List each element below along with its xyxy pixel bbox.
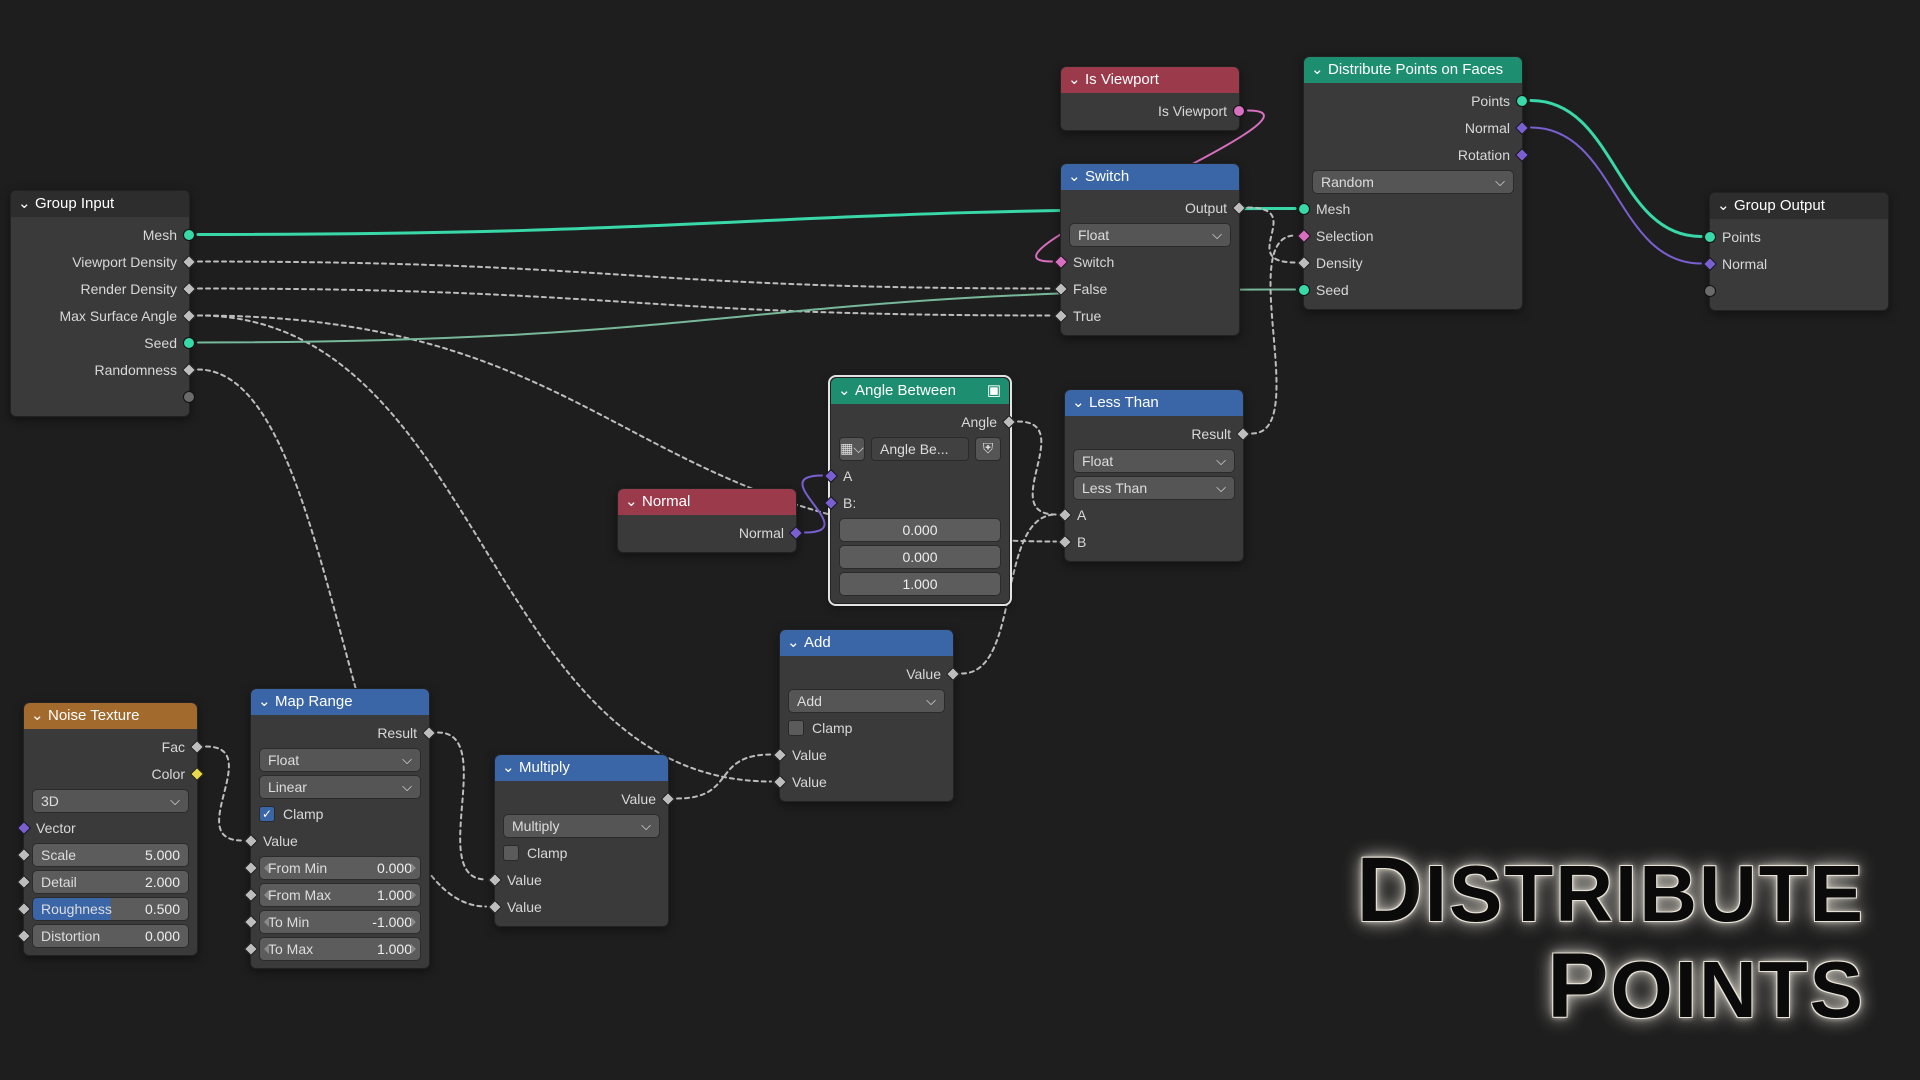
node-angle-between[interactable]: Angle Between ▣ Angle ▦⌵ Angle Be... ⛨ A…: [830, 377, 1010, 604]
operation-dropdown[interactable]: Add: [788, 689, 945, 713]
input-value-2[interactable]: Value: [788, 768, 945, 795]
input-vector[interactable]: Vector: [32, 814, 189, 841]
output-seed[interactable]: Seed: [19, 329, 181, 356]
node-header[interactable]: Is Viewport: [1061, 67, 1239, 93]
node-less-than[interactable]: Less Than Result Float Less Than A B: [1064, 389, 1244, 562]
type-dropdown[interactable]: Float: [1073, 449, 1235, 473]
output-rotation[interactable]: Rotation: [1312, 141, 1514, 168]
node-header[interactable]: Multiply: [495, 755, 668, 781]
b-x-field[interactable]: 0.000: [839, 518, 1001, 542]
overlay-title: DISTRIBUTE POINTS: [1356, 842, 1865, 1035]
input-points[interactable]: Points: [1718, 223, 1880, 250]
output-normal[interactable]: Normal: [626, 519, 788, 546]
output-result[interactable]: Result: [259, 719, 421, 746]
output-is-viewport[interactable]: Is Viewport: [1069, 97, 1231, 124]
output-color[interactable]: Color: [32, 760, 189, 787]
input-scale[interactable]: Scale5.000: [32, 841, 189, 868]
input-true[interactable]: True: [1069, 302, 1231, 329]
shield-icon[interactable]: ⛨: [975, 437, 1001, 461]
mode-dropdown[interactable]: Random: [1312, 170, 1514, 194]
input-a[interactable]: A: [1073, 501, 1235, 528]
node-group-input[interactable]: Group Input Mesh Viewport Density Render…: [10, 190, 190, 417]
node-switch[interactable]: Switch Output Float Switch False True: [1060, 163, 1240, 336]
input-roughness[interactable]: Roughness0.500: [32, 895, 189, 922]
node-header[interactable]: Distribute Points on Faces: [1304, 57, 1522, 83]
input-a[interactable]: A: [839, 462, 1001, 489]
node-header[interactable]: Switch: [1061, 164, 1239, 190]
input-false[interactable]: False: [1069, 275, 1231, 302]
node-header[interactable]: Noise Texture: [24, 703, 197, 729]
node-header[interactable]: Normal: [618, 489, 796, 515]
input-mesh[interactable]: Mesh: [1312, 195, 1514, 222]
b-y-field[interactable]: 0.000: [839, 545, 1001, 569]
output-viewport-density[interactable]: Viewport Density: [19, 248, 181, 275]
clamp-checkbox[interactable]: Clamp: [788, 716, 852, 740]
type-dropdown[interactable]: Float: [1069, 223, 1231, 247]
output-value[interactable]: Value: [788, 660, 945, 687]
node-map-range[interactable]: Map Range Result Float Linear ✓Clamp Val…: [250, 688, 430, 969]
input-to-max[interactable]: To Max1.000: [259, 935, 421, 962]
operation-dropdown[interactable]: Multiply: [503, 814, 660, 838]
node-distribute-points-on-faces[interactable]: Distribute Points on Faces Points Normal…: [1303, 56, 1523, 310]
input-detail[interactable]: Detail2.000: [32, 868, 189, 895]
node-group-output[interactable]: Group Output Points Normal: [1709, 192, 1889, 311]
interp-dropdown[interactable]: Linear: [259, 775, 421, 799]
group-nodegroup-icon[interactable]: ▦⌵: [839, 437, 865, 461]
output-virtual[interactable]: [19, 383, 181, 410]
node-add[interactable]: Add Value Add Clamp Value Value: [779, 629, 954, 802]
output-points[interactable]: Points: [1312, 87, 1514, 114]
output-fac[interactable]: Fac: [32, 733, 189, 760]
output-max-surface-angle[interactable]: Max Surface Angle: [19, 302, 181, 329]
input-distortion[interactable]: Distortion0.000: [32, 922, 189, 949]
node-multiply[interactable]: Multiply Value Multiply Clamp Value Valu…: [494, 754, 669, 927]
node-header[interactable]: Group Input: [11, 191, 189, 217]
input-b[interactable]: B: [1073, 528, 1235, 555]
input-from-min[interactable]: From Min0.000: [259, 854, 421, 881]
node-header[interactable]: Less Than: [1065, 390, 1243, 416]
type-dropdown[interactable]: Float: [259, 748, 421, 772]
input-value-1[interactable]: Value: [788, 741, 945, 768]
output[interactable]: Output: [1069, 194, 1231, 221]
input-b-label[interactable]: B:: [839, 489, 1001, 516]
output-value[interactable]: Value: [503, 785, 660, 812]
node-header[interactable]: Map Range: [251, 689, 429, 715]
input-density[interactable]: Density: [1312, 249, 1514, 276]
node-normal[interactable]: Normal Normal: [617, 488, 797, 553]
output-render-density[interactable]: Render Density: [19, 275, 181, 302]
node-noise-texture[interactable]: Noise Texture Fac Color 3D Vector Scale5…: [23, 702, 198, 956]
dimensions-dropdown[interactable]: 3D: [32, 789, 189, 813]
node-header[interactable]: Group Output: [1710, 193, 1888, 219]
node-options-icon[interactable]: ▣: [981, 378, 1001, 404]
output-randomness[interactable]: Randomness: [19, 356, 181, 383]
input-value-1[interactable]: Value: [503, 866, 660, 893]
clamp-checkbox[interactable]: Clamp: [503, 841, 567, 865]
input-from-max[interactable]: From Max1.000: [259, 881, 421, 908]
input-to-min[interactable]: To Min-1.000: [259, 908, 421, 935]
output-mesh[interactable]: Mesh: [19, 221, 181, 248]
node-is-viewport[interactable]: Is Viewport Is Viewport: [1060, 66, 1240, 131]
node-header[interactable]: Add: [780, 630, 953, 656]
input-value-2[interactable]: Value: [503, 893, 660, 920]
input-seed[interactable]: Seed: [1312, 276, 1514, 303]
input-selection[interactable]: Selection: [1312, 222, 1514, 249]
output-angle[interactable]: Angle: [839, 408, 1001, 435]
group-name-field[interactable]: Angle Be...: [871, 437, 969, 461]
input-virtual[interactable]: [1718, 277, 1880, 304]
input-value[interactable]: Value: [259, 827, 421, 854]
clamp-checkbox[interactable]: ✓Clamp: [259, 802, 323, 826]
node-header[interactable]: Angle Between ▣: [831, 378, 1009, 404]
mode-dropdown[interactable]: Less Than: [1073, 476, 1235, 500]
input-normal[interactable]: Normal: [1718, 250, 1880, 277]
input-switch[interactable]: Switch: [1069, 248, 1231, 275]
output-normal[interactable]: Normal: [1312, 114, 1514, 141]
b-z-field[interactable]: 1.000: [839, 572, 1001, 596]
output-result[interactable]: Result: [1073, 420, 1235, 447]
